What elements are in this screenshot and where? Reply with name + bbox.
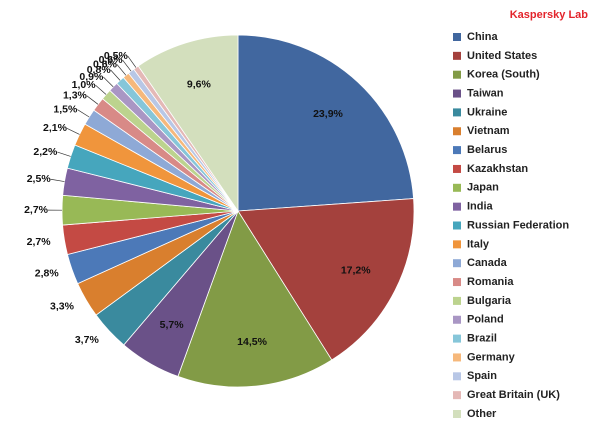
brand-label: Kaspersky Lab	[509, 9, 588, 21]
pie-slices	[61, 34, 415, 388]
legend-label-great-britain-uk: Great Britain (UK)	[467, 389, 560, 401]
legend-swatch-spain	[453, 372, 461, 381]
legend-label-ukraine: Ukraine	[467, 106, 507, 118]
leader-bulgaria	[95, 84, 107, 95]
label-bulgaria: 1,0%	[72, 79, 97, 91]
legend-label-italy: Italy	[467, 238, 490, 250]
leader-great-britain-uk	[127, 55, 137, 68]
legend-label-belarus: Belarus	[467, 144, 507, 156]
slice-china	[237, 34, 414, 212]
legend-swatch-japan	[453, 183, 461, 192]
legend-swatch-ukraine	[453, 108, 461, 117]
leader-brazil	[110, 69, 121, 81]
legend-swatch-china	[453, 33, 461, 41]
label-ukraine: 3,7%	[75, 334, 100, 346]
legend-label-brazil: Brazil	[467, 333, 497, 345]
leader-russian-federation	[57, 151, 71, 157]
legend: China United States Korea (South) Taiwan Ukr…	[453, 31, 569, 420]
legend-label-romania: Romania	[467, 276, 514, 288]
legend-swatch-united-states	[453, 51, 461, 60]
slice-other	[137, 34, 239, 213]
label-taiwan: 5,7%	[160, 319, 185, 331]
label-canada: 1,5%	[53, 103, 78, 115]
leader-romania	[86, 95, 99, 105]
legend-label-japan: Japan	[467, 182, 499, 194]
legend-label-germany: Germany	[467, 351, 516, 363]
legend-swatch-korea-south	[453, 70, 461, 79]
leader-germany	[116, 64, 127, 76]
label-belarus: 2,8%	[35, 268, 60, 280]
slice-united-states	[237, 198, 415, 361]
label-india: 2,5%	[27, 173, 52, 185]
label-poland: 0,9%	[79, 71, 104, 83]
slice-labels: 23,9% 17,2% 14,5% 5,7% 3,7% 3,3% 2,8% 2,7% 2,7% 2…	[24, 50, 371, 348]
leader-lines	[47, 55, 137, 211]
legend-swatch-poland	[453, 315, 461, 324]
legend-label-united-states: United States	[467, 50, 537, 62]
legend-swatch-kazakhstan	[453, 164, 461, 173]
legend-swatch-belarus	[453, 146, 461, 155]
label-russian-federation: 2,2%	[33, 146, 58, 158]
legend-label-canada: Canada	[467, 257, 508, 269]
legend-label-kazakhstan: Kazakhstan	[467, 163, 528, 175]
legend-swatch-other	[453, 410, 461, 418]
label-spain: 0,6%	[99, 54, 124, 66]
legend-swatch-italy	[453, 240, 461, 249]
label-kazakhstan: 2,7%	[27, 236, 52, 248]
legend-label-vietnam: Vietnam	[467, 125, 510, 137]
label-great-britain-uk: 0,5%	[104, 50, 129, 62]
legend-label-china: China	[467, 31, 498, 43]
legend-label-spain: Spain	[467, 370, 497, 382]
legend-label-other: Other	[467, 408, 497, 420]
slice-korea-south	[177, 210, 333, 388]
legend-label-poland: Poland	[467, 314, 504, 326]
label-united-states: 17,2%	[341, 264, 371, 276]
leader-poland	[103, 76, 114, 88]
legend-swatch-bulgaria	[453, 296, 461, 305]
legend-label-taiwan: Taiwan	[467, 87, 504, 99]
legend-label-india: India	[467, 201, 494, 213]
legend-swatch-brazil	[453, 334, 461, 343]
label-brazil: 0,8%	[87, 64, 112, 76]
label-germany: 0,6%	[93, 58, 118, 70]
label-other: 9,6%	[187, 79, 212, 91]
label-italy: 2,1%	[43, 122, 68, 134]
legend-swatch-russian-federation	[453, 221, 461, 230]
leader-india	[50, 178, 65, 182]
legend-swatch-great-britain-uk	[453, 391, 461, 400]
legend-label-russian-federation: Russian Federation	[467, 219, 569, 231]
legend-swatch-india	[453, 202, 461, 211]
legend-swatch-romania	[453, 278, 461, 287]
label-korea-south: 14,5%	[237, 336, 267, 348]
label-vietnam: 3,3%	[50, 301, 75, 313]
label-japan: 2,7%	[24, 204, 49, 216]
label-romania: 1,3%	[63, 90, 88, 102]
leader-italy	[66, 127, 80, 135]
legend-label-korea-south: Korea (South)	[467, 69, 540, 81]
legend-swatch-canada	[453, 259, 461, 268]
legend-label-bulgaria: Bulgaria	[467, 295, 512, 307]
legend-swatch-taiwan	[453, 89, 461, 98]
label-china: 23,9%	[313, 108, 343, 120]
legend-swatch-vietnam	[453, 127, 461, 136]
legend-swatch-germany	[453, 353, 461, 362]
leader-spain	[122, 59, 132, 72]
leader-canada	[77, 109, 90, 118]
